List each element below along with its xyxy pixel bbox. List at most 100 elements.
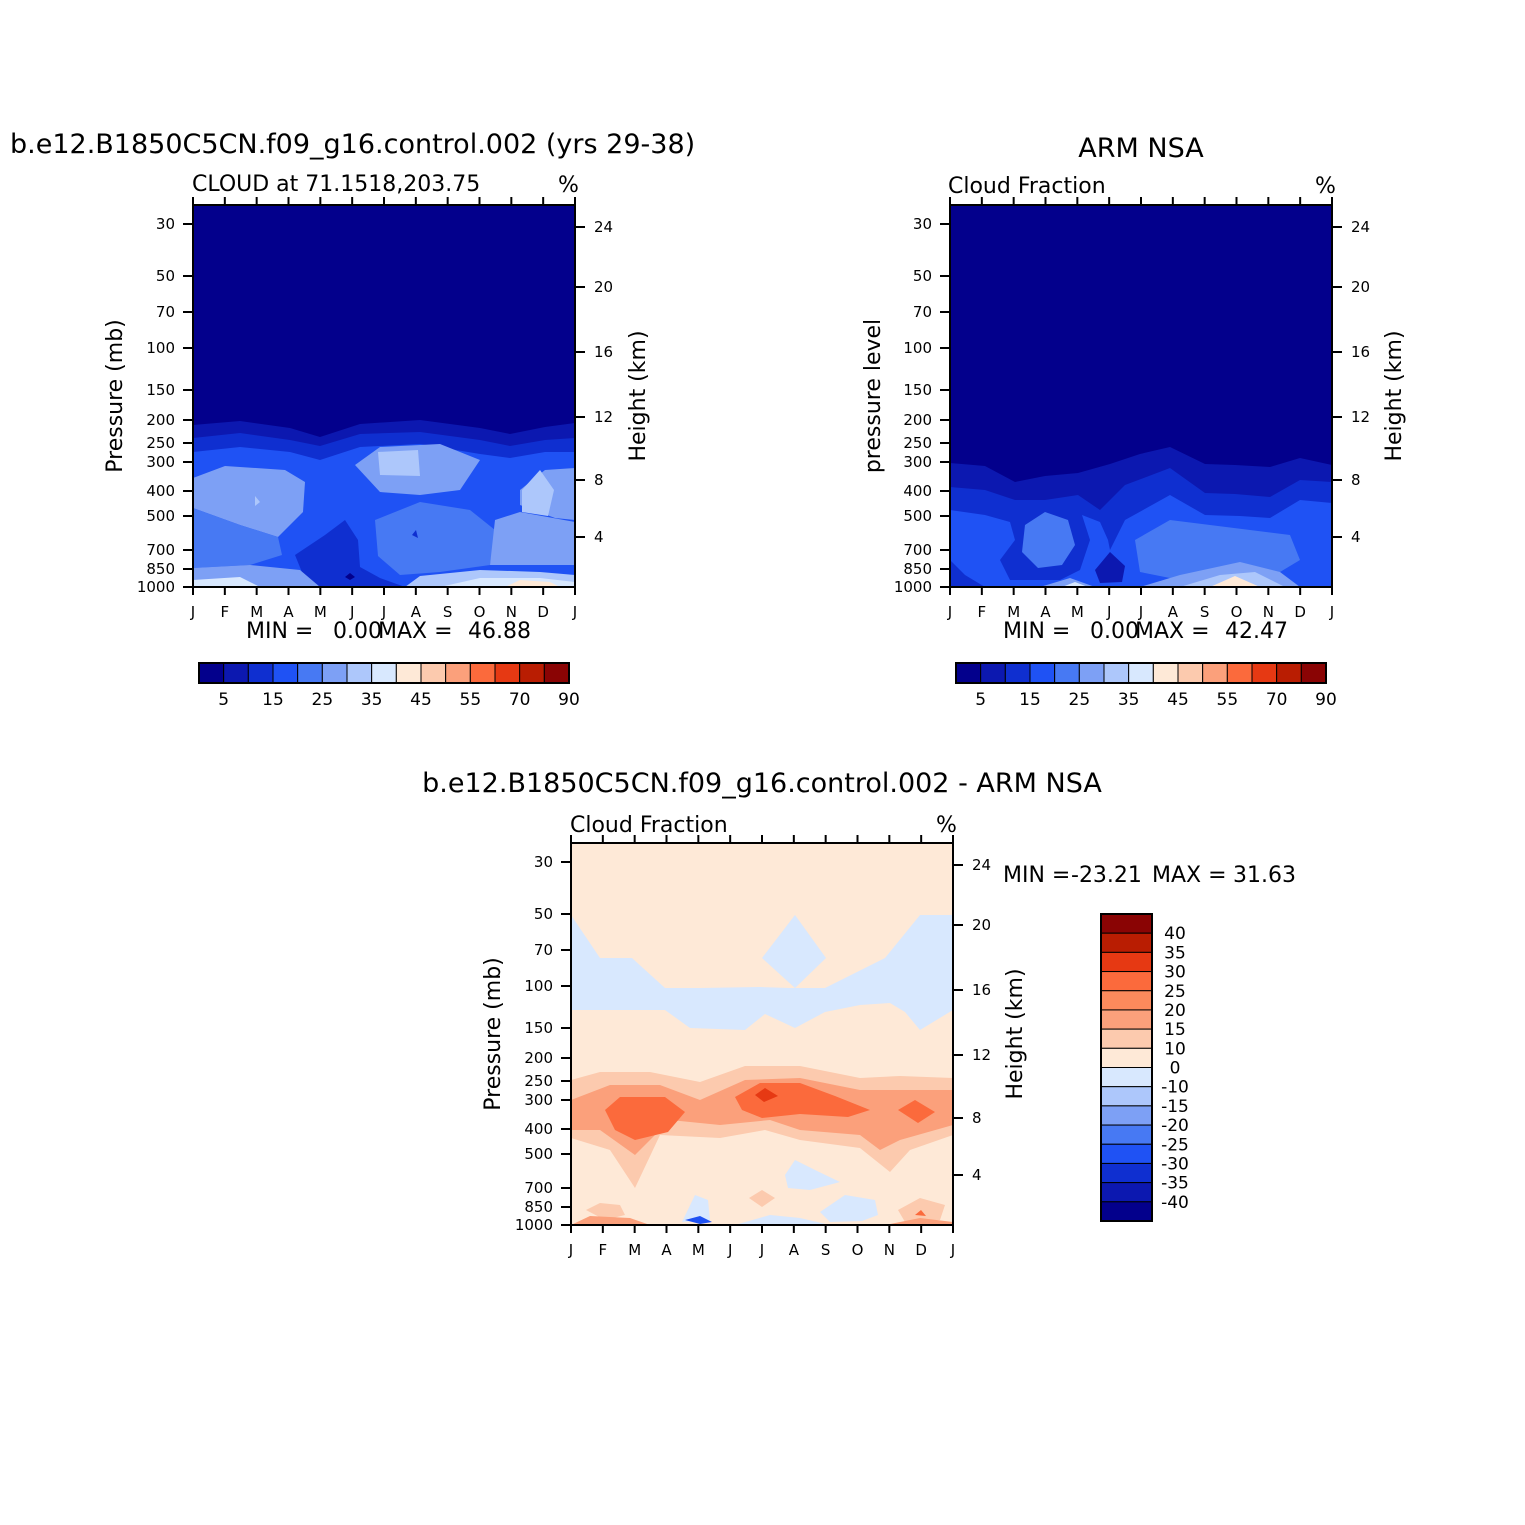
colorbar-swatch bbox=[519, 662, 545, 684]
colorbar-label: 35 bbox=[1118, 690, 1140, 710]
y-tick-label: 70 bbox=[913, 303, 932, 321]
x-tick-label: S bbox=[1200, 603, 1210, 621]
y-tick-label: 500 bbox=[146, 507, 175, 525]
colorbar-label: 35 bbox=[1164, 943, 1186, 963]
colorbar-swatch bbox=[1100, 990, 1153, 1011]
x-tick-label: J bbox=[759, 1241, 764, 1259]
colorbar-swatch bbox=[247, 662, 274, 684]
colorbar-swatch bbox=[1100, 1067, 1153, 1088]
colorbar-swatch bbox=[1004, 662, 1031, 684]
colorbar-label: 0 bbox=[1170, 1059, 1181, 1079]
x-tick-label: S bbox=[443, 603, 453, 621]
y2-tick-label: 12 bbox=[972, 1046, 991, 1064]
colorbar-label: 10 bbox=[1164, 1039, 1186, 1059]
colorbar-label: 70 bbox=[509, 690, 531, 710]
y-tick-label: 250 bbox=[903, 434, 932, 452]
x-tick-label: M bbox=[1007, 603, 1020, 621]
x-tick-label: A bbox=[1168, 603, 1179, 621]
colorbar-swatch bbox=[1226, 662, 1253, 684]
y-tick-label: 700 bbox=[903, 541, 932, 559]
x-tick-label: O bbox=[852, 1241, 864, 1259]
panel-model-units: % bbox=[558, 173, 579, 198]
x-tick-label: J bbox=[1106, 603, 1111, 621]
stat-min-value: -23.21 bbox=[1071, 863, 1142, 888]
y-tick-label: 500 bbox=[524, 1145, 553, 1163]
y2-tick-label: 16 bbox=[1351, 343, 1370, 361]
y2-tick-label: 24 bbox=[594, 218, 613, 236]
colorbar-frame bbox=[198, 662, 570, 684]
y2-tick-label: 20 bbox=[594, 278, 613, 296]
colorbar-swatch bbox=[1054, 662, 1080, 684]
field-cell-h bbox=[375, 502, 495, 575]
field-cell-h bbox=[1062, 582, 1088, 587]
colorbar-frame bbox=[1100, 913, 1153, 1222]
colorbar-label: -15 bbox=[1161, 1097, 1189, 1117]
y2-tick-label: 16 bbox=[972, 981, 991, 999]
x-tick-label: J bbox=[190, 603, 195, 621]
field-cell-p bbox=[505, 580, 560, 587]
colorbar-label: -35 bbox=[1161, 1174, 1189, 1194]
panel-diff-ylabel: Pressure (mb) bbox=[481, 957, 506, 1111]
y2-tick-label: 20 bbox=[972, 916, 991, 934]
panel-diff-y2label: Height (km) bbox=[1003, 968, 1028, 1099]
y2-tick-label: 8 bbox=[594, 471, 604, 489]
colorbar-swatch bbox=[1029, 662, 1056, 684]
colorbar-label: 25 bbox=[1164, 982, 1186, 1002]
colorbar-swatch bbox=[1103, 662, 1130, 684]
x-tick-label: O bbox=[1231, 603, 1243, 621]
colorbar-label: 45 bbox=[1167, 690, 1189, 710]
field-cell-d bbox=[898, 1100, 935, 1123]
y-tick-label: 150 bbox=[903, 381, 932, 399]
y-tick-label: 400 bbox=[524, 1120, 553, 1138]
field-cell-h bbox=[685, 1216, 712, 1224]
panel-obs-title: ARM NSA bbox=[1078, 133, 1204, 164]
y-tick-label: 30 bbox=[156, 215, 175, 233]
stat-min-label: MIN = bbox=[1003, 619, 1070, 644]
colorbar-label: 20 bbox=[1164, 1001, 1186, 1021]
colorbar-swatch bbox=[1300, 662, 1327, 684]
y-tick-label: 200 bbox=[524, 1049, 553, 1067]
y2-tick-label: 8 bbox=[972, 1109, 982, 1127]
y2-tick-label: 4 bbox=[594, 528, 604, 546]
panel-obs-y2label: Height (km) bbox=[1382, 330, 1407, 461]
x-tick-label: O bbox=[474, 603, 486, 621]
colorbar-label: 35 bbox=[361, 690, 383, 710]
stat-max-label: MAX = bbox=[1152, 863, 1227, 888]
colorbar-swatch bbox=[469, 662, 496, 684]
y-tick-label: 300 bbox=[524, 1091, 553, 1109]
field-cell-f bbox=[820, 1195, 878, 1222]
colorbar-label: 25 bbox=[1069, 690, 1091, 710]
y2-tick-label: 24 bbox=[1351, 218, 1370, 236]
field-cell-f bbox=[1210, 576, 1260, 587]
y-tick-label: 50 bbox=[156, 267, 175, 285]
y-tick-label: 250 bbox=[524, 1072, 553, 1090]
y-tick-label: 200 bbox=[903, 411, 932, 429]
colorbar-label: 15 bbox=[1164, 1020, 1186, 1040]
colorbar-swatch bbox=[1251, 662, 1278, 684]
colorbar-label: 30 bbox=[1164, 963, 1186, 983]
stat-min-label: MIN = bbox=[246, 619, 313, 644]
y-tick-label: 300 bbox=[146, 453, 175, 471]
y-tick-label: 50 bbox=[913, 267, 932, 285]
x-tick-label: J bbox=[950, 1241, 955, 1259]
panel-diff-units: % bbox=[936, 813, 957, 838]
colorbar-swatch bbox=[1078, 662, 1105, 684]
panel-obs-subtitle: Cloud Fraction bbox=[948, 174, 1106, 199]
panel-diff-title: b.e12.B1850C5CN.f09_g16.control.002 - AR… bbox=[422, 768, 1102, 799]
x-tick-label: J bbox=[727, 1241, 732, 1259]
colorbar-label: 45 bbox=[410, 690, 432, 710]
colorbar-swatch bbox=[1276, 662, 1302, 684]
colorbar-label: -40 bbox=[1161, 1193, 1189, 1213]
y2-tick-label: 4 bbox=[972, 1166, 982, 1184]
field-cell-a bbox=[1022, 512, 1075, 568]
stat-max-value: 42.47 bbox=[1225, 619, 1288, 644]
y-tick-label: 1000 bbox=[515, 1216, 553, 1234]
panel-obs-colorbar: 5 15 25 35 45 55 70 90 bbox=[955, 662, 1337, 710]
colorbar-swatch bbox=[494, 662, 521, 684]
panel-model-stats: MIN = 0.00 MAX = 46.88 bbox=[246, 619, 531, 644]
y2-axis-ticks: 24 20 16 12 8 4 bbox=[575, 218, 613, 546]
colorbar-label: -30 bbox=[1161, 1154, 1189, 1174]
x-tick-label: J bbox=[572, 603, 577, 621]
